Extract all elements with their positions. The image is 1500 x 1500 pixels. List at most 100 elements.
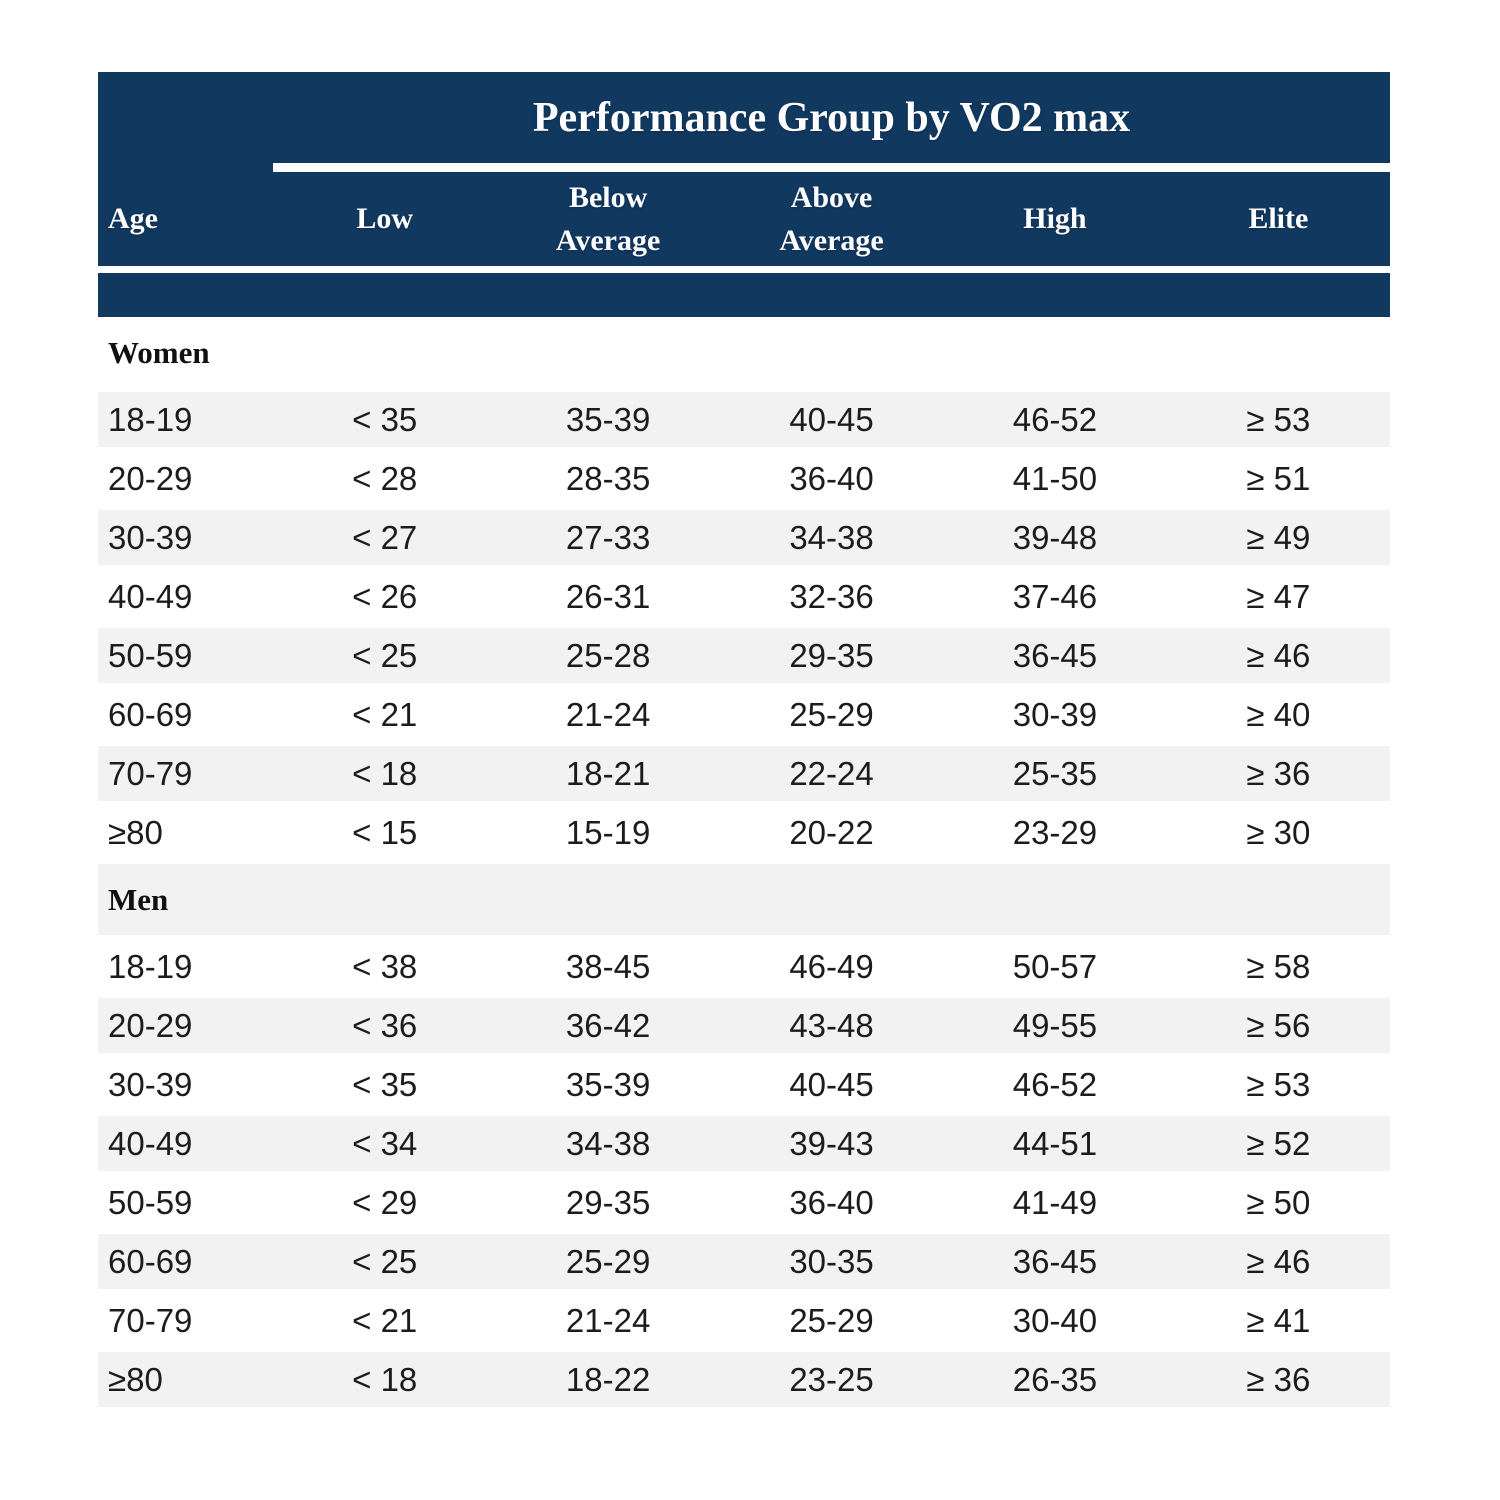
cell-age: 30-39	[108, 518, 193, 556]
cell-age: 20-29	[108, 459, 193, 497]
cell-above-average: 36-40	[789, 1183, 874, 1221]
col-header-high: High	[943, 172, 1166, 266]
separator-bar	[98, 273, 1390, 317]
cell-below-average: 25-28	[565, 636, 651, 674]
cell-elite: ≥ 30	[1246, 813, 1311, 851]
divider-age-spacer	[98, 163, 273, 172]
cell-low: < 26	[352, 577, 418, 615]
cell-age: 60-69	[108, 1242, 193, 1280]
cell-high: 49-55	[1012, 1006, 1098, 1044]
table-row: 20-29 < 28 28-35 36-40 41-50 ≥ 51	[98, 451, 1390, 506]
table-body: Women 18-19 < 35 35-39 40-45 46-52 ≥ 53 …	[98, 317, 1390, 1407]
cell-age: 70-79	[108, 754, 193, 792]
col-header-low-label: Low	[356, 202, 414, 236]
title-age-spacer	[98, 72, 273, 163]
cell-above-average: 40-45	[789, 400, 874, 438]
cell-age: 60-69	[108, 695, 193, 733]
cell-elite: ≥ 52	[1246, 1124, 1311, 1162]
cell-above-average: 36-40	[789, 459, 874, 497]
header-divider-row	[98, 163, 1390, 172]
cell-below-average: 26-31	[565, 577, 651, 615]
cell-high: 39-48	[1012, 518, 1098, 556]
table-row: 60-69 < 25 25-29 30-35 36-45 ≥ 46	[98, 1234, 1390, 1289]
col-header-elite: Elite	[1167, 172, 1390, 266]
title-row: Performance Group by VO2 max	[98, 72, 1390, 163]
cell-low: < 25	[352, 1242, 418, 1280]
cell-below-average: 27-33	[565, 518, 651, 556]
table-row: 40-49 < 34 34-38 39-43 44-51 ≥ 52	[98, 1116, 1390, 1171]
header-divider-line	[273, 163, 1390, 172]
vo2max-table: Performance Group by VO2 max Age Low Bel…	[98, 72, 1390, 1411]
cell-above-average: 40-45	[789, 1065, 874, 1103]
col-header-high-label: High	[1023, 202, 1087, 236]
cell-elite: ≥ 58	[1246, 947, 1311, 985]
cell-elite: ≥ 40	[1246, 695, 1311, 733]
cell-age: 70-79	[108, 1301, 193, 1339]
cell-elite: ≥ 56	[1246, 1006, 1311, 1044]
cell-elite: ≥ 53	[1246, 1065, 1311, 1103]
cell-elite: ≥ 46	[1246, 1242, 1311, 1280]
cell-below-average: 18-22	[565, 1360, 651, 1398]
col-header-above-average: Above Average	[720, 172, 943, 266]
cell-low: < 36	[352, 1006, 418, 1044]
table-row: 70-79 < 18 18-21 22-24 25-35 ≥ 36	[98, 746, 1390, 801]
cell-high: 41-49	[1012, 1183, 1098, 1221]
section-label-women: Women	[108, 334, 210, 370]
cell-low: < 15	[352, 813, 418, 851]
cell-high: 25-35	[1012, 754, 1098, 792]
cell-below-average: 28-35	[565, 459, 651, 497]
cell-high: 46-52	[1012, 400, 1098, 438]
cell-elite: ≥ 49	[1246, 518, 1311, 556]
table-row: 50-59 < 29 29-35 36-40 41-49 ≥ 50	[98, 1175, 1390, 1230]
men-rows: 18-19 < 38 38-45 46-49 50-57 ≥ 58 20-29 …	[98, 939, 1390, 1407]
women-rows: 18-19 < 35 35-39 40-45 46-52 ≥ 53 20-29 …	[98, 392, 1390, 860]
cell-elite: ≥ 53	[1246, 400, 1311, 438]
cell-above-average: 22-24	[789, 754, 874, 792]
cell-high: 44-51	[1012, 1124, 1098, 1162]
cell-age: 18-19	[108, 400, 193, 438]
cell-age: ≥80	[108, 1360, 163, 1398]
cell-elite: ≥ 36	[1246, 1360, 1311, 1398]
col-header-above-average-label: Above Average	[779, 180, 884, 258]
table-row: 30-39 < 35 35-39 40-45 46-52 ≥ 53	[98, 1057, 1390, 1112]
cell-low: < 21	[352, 1301, 418, 1339]
table-row: 40-49 < 26 26-31 32-36 37-46 ≥ 47	[98, 569, 1390, 624]
cell-age: 40-49	[108, 577, 193, 615]
cell-above-average: 25-29	[789, 1301, 874, 1339]
cell-age: 18-19	[108, 947, 193, 985]
cell-below-average: 35-39	[565, 1065, 651, 1103]
cell-high: 30-39	[1012, 695, 1098, 733]
col-header-below-average: Below Average	[496, 172, 719, 266]
cell-below-average: 15-19	[565, 813, 651, 851]
table-row: ≥80 < 15 15-19 20-22 23-29 ≥ 30	[98, 805, 1390, 860]
table-header: Performance Group by VO2 max Age Low Bel…	[98, 72, 1390, 266]
section-label-men: Men	[98, 864, 1390, 935]
table-row: 60-69 < 21 21-24 25-29 30-39 ≥ 40	[98, 687, 1390, 742]
cell-age: 30-39	[108, 1065, 193, 1103]
cell-elite: ≥ 46	[1246, 636, 1311, 674]
cell-high: 23-29	[1012, 813, 1098, 851]
cell-low: < 35	[352, 400, 418, 438]
cell-high: 46-52	[1012, 1065, 1098, 1103]
cell-below-average: 29-35	[565, 1183, 651, 1221]
cell-low: < 35	[352, 1065, 418, 1103]
cell-high: 50-57	[1012, 947, 1098, 985]
table-row: 18-19 < 35 35-39 40-45 46-52 ≥ 53	[98, 392, 1390, 447]
table-row: 50-59 < 25 25-28 29-35 36-45 ≥ 46	[98, 628, 1390, 683]
cell-low: < 34	[352, 1124, 418, 1162]
cell-above-average: 23-25	[789, 1360, 874, 1398]
cell-elite: ≥ 36	[1246, 754, 1311, 792]
col-header-elite-label: Elite	[1248, 202, 1309, 236]
cell-above-average: 25-29	[789, 695, 874, 733]
cell-low: < 27	[352, 518, 418, 556]
cell-high: 36-45	[1012, 1242, 1098, 1280]
cell-below-average: 35-39	[565, 400, 651, 438]
cell-high: 26-35	[1012, 1360, 1098, 1398]
cell-below-average: 38-45	[565, 947, 651, 985]
cell-low: < 18	[352, 754, 418, 792]
cell-low: < 29	[352, 1183, 418, 1221]
col-header-low: Low	[273, 172, 496, 266]
cell-below-average: 36-42	[565, 1006, 651, 1044]
table-title: Performance Group by VO2 max	[532, 94, 1131, 141]
